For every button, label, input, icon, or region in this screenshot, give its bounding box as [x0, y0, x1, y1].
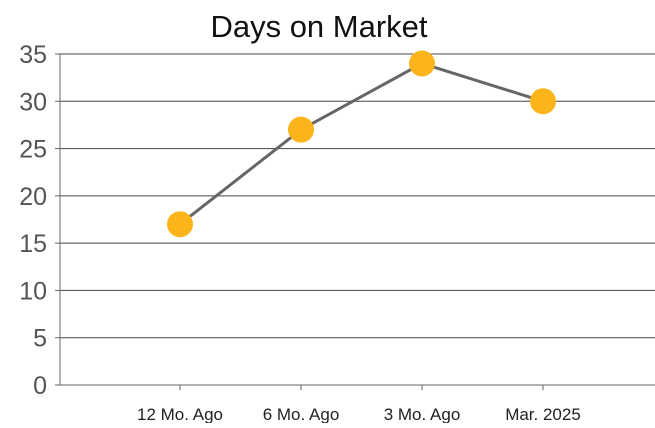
- y-tick-label: 10: [19, 277, 47, 305]
- y-tick-label: 5: [33, 325, 47, 353]
- series-markers: [167, 50, 556, 238]
- data-point: [167, 211, 193, 238]
- x-tick-label: 3 Mo. Ago: [384, 405, 461, 423]
- data-point: [530, 88, 556, 115]
- y-axis-ticks: 0 5 10 15 20 25 30 35: [19, 41, 47, 400]
- y-tick-label: 35: [19, 41, 47, 69]
- grid-lines: [60, 53, 655, 339]
- axes: [55, 53, 655, 390]
- x-tick-label: Mar. 2025: [505, 405, 581, 423]
- data-point: [409, 50, 435, 77]
- y-tick-label: 15: [19, 230, 47, 258]
- x-axis-ticks: 12 Mo. Ago 6 Mo. Ago 3 Mo. Ago Mar. 2025: [137, 405, 581, 424]
- series-line: [179, 61, 544, 226]
- y-tick-label: 20: [19, 183, 47, 211]
- chart-title: Days on Market: [210, 9, 427, 44]
- x-tick-label: 12 Mo. Ago: [137, 405, 223, 423]
- y-tick-label: 30: [19, 88, 47, 116]
- series-line-layer: [179, 61, 544, 226]
- x-tick-label: 6 Mo. Ago: [263, 405, 340, 423]
- y-tick-label: 0: [33, 372, 47, 400]
- y-tick-label: 25: [19, 136, 47, 164]
- data-point: [288, 116, 314, 143]
